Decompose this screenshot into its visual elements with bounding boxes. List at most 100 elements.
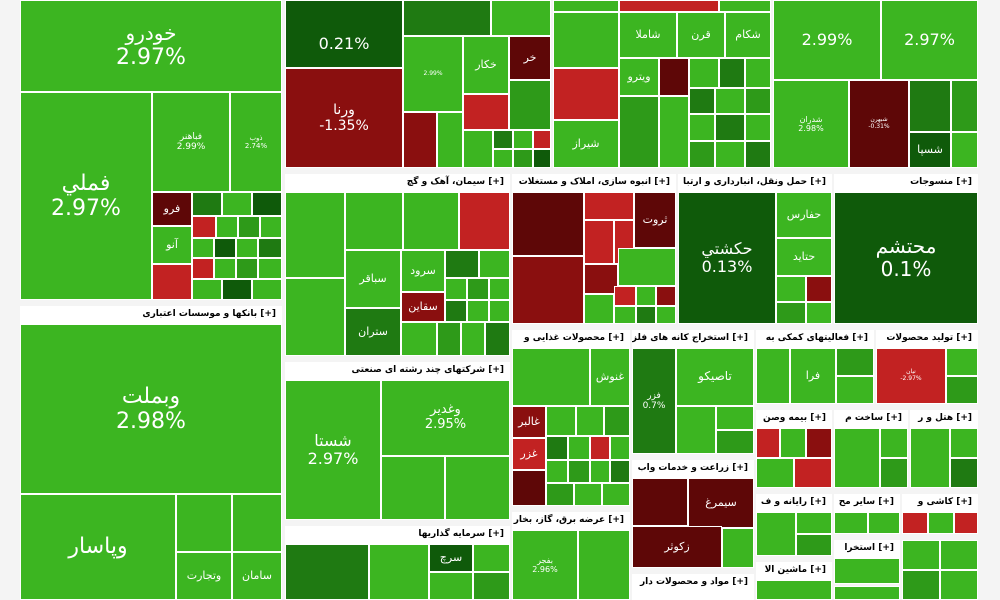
tile-htayd[interactable]: حتاید: [776, 238, 832, 276]
sector-insurance[interactable]: [+] بیمه وصن: [756, 410, 832, 488]
tile-vbmellat[interactable]: وبملت 2.98%: [20, 324, 282, 494]
tile-shbahran[interactable]: شبهرن -0.31%: [849, 80, 909, 168]
tile-small[interactable]: [437, 112, 463, 168]
tile-small[interactable]: [467, 300, 489, 322]
sector-food[interactable]: [+] محصولات غذایی و غنوش غالبر غزر: [512, 330, 630, 506]
sector-header[interactable]: [+] فعالیتهای کمکی به: [756, 330, 874, 346]
tile-small[interactable]: [618, 248, 676, 286]
tile-small[interactable]: [794, 458, 832, 488]
tile-bfajr[interactable]: بفجر 2.96%: [512, 530, 578, 600]
tile-small[interactable]: [689, 114, 715, 141]
tile-sobaghar[interactable]: سباقر: [345, 250, 401, 308]
tile-tr-b[interactable]: 2.97%: [881, 0, 978, 80]
tile-saman[interactable]: سامان: [232, 552, 282, 600]
tile-small[interactable]: [445, 300, 467, 322]
tile-small[interactable]: [715, 114, 745, 141]
tile-small[interactable]: [745, 114, 771, 141]
tile-small[interactable]: [656, 306, 676, 324]
tile-small[interactable]: [715, 88, 745, 114]
tile-small[interactable]: [590, 460, 610, 483]
tile-small[interactable]: [509, 80, 551, 130]
tile-shiraz-small[interactable]: 2.99%: [403, 36, 463, 112]
tile-shadran[interactable]: شدران 2.98%: [773, 80, 849, 168]
tile-small[interactable]: [716, 430, 754, 454]
tile-small[interactable]: [260, 216, 282, 238]
sector-header[interactable]: [+] بیمه وصن: [756, 410, 832, 426]
tile-varna[interactable]: ورنا -1.35%: [285, 68, 403, 168]
sector-support-services[interactable]: [+] فعالیتهای کمکی به فرا: [756, 330, 874, 404]
tile-small[interactable]: [940, 540, 978, 570]
sector-extraction[interactable]: [+] استخرا: [834, 540, 900, 584]
tile-small[interactable]: [403, 112, 437, 168]
sector-multi-industry[interactable]: [+] شرکتهای چند رشته ای صنعتی شستا 2.97%…: [285, 362, 510, 520]
sector-mining[interactable]: [+] استخراج کانه های فلزی فزر 0.7% تاصيك…: [632, 330, 754, 454]
tile-small[interactable]: [176, 494, 232, 552]
sector-header[interactable]: [+] رایانه و ف: [756, 494, 832, 510]
tile-khakar[interactable]: خكار: [463, 36, 509, 94]
tile-small[interactable]: [940, 570, 978, 600]
tile-vpasar[interactable]: وپاسار: [20, 494, 176, 600]
tile-simorgh[interactable]: سیمرغ: [688, 478, 754, 528]
sector-hotel[interactable]: [+] هتل و ر: [910, 410, 978, 488]
tile-small[interactable]: [796, 534, 832, 556]
tile-small[interactable]: [574, 483, 602, 506]
tile-zkowsar[interactable]: زكوثر: [632, 526, 722, 568]
tile-small[interactable]: [461, 322, 485, 356]
tile-small[interactable]: [463, 130, 493, 168]
tile-small[interactable]: [745, 88, 771, 114]
tile-small[interactable]: [252, 192, 282, 216]
tile-small[interactable]: [834, 512, 868, 534]
tile-small[interactable]: [868, 512, 900, 534]
sector-header[interactable]: [+] تولید محصولات: [876, 330, 978, 346]
tile-top-a[interactable]: 0.21%: [285, 0, 403, 68]
tile-ano[interactable]: آنو: [152, 226, 192, 264]
tile-small[interactable]: [479, 250, 510, 278]
tile-small[interactable]: [584, 294, 614, 324]
sector-cement[interactable]: [+] سیمان، آهک و گچ سباقر سرود سقاين ستر…: [285, 174, 510, 356]
tile-small[interactable]: [546, 436, 568, 460]
tile-small[interactable]: [568, 436, 590, 460]
sector-header[interactable]: [+] استخراج کانه های فلزی: [632, 330, 754, 346]
tile-small[interactable]: [636, 306, 656, 324]
tile-small[interactable]: [715, 141, 745, 168]
tile-small[interactable]: [834, 558, 900, 584]
tile-small[interactable]: [780, 428, 806, 458]
tile-small[interactable]: [902, 570, 940, 600]
tile-fara[interactable]: فرا: [790, 348, 836, 404]
tile-small[interactable]: [619, 0, 719, 12]
sector-tiles[interactable]: [+] کاشی و: [902, 494, 978, 534]
tile-small[interactable]: [836, 376, 874, 404]
tile-small[interactable]: [258, 238, 282, 258]
tile-shasta[interactable]: شستا 2.97%: [285, 380, 381, 520]
tile-small[interactable]: [950, 428, 978, 458]
sector-misc-2[interactable]: [834, 586, 900, 600]
tile-small[interactable]: [445, 250, 479, 278]
tile-shespa[interactable]: شسپا: [909, 132, 951, 168]
sector-top-right[interactable]: 2.99% 2.97% شدران 2.98% شبهرن -0.31% شسپ…: [773, 0, 978, 168]
tile-small[interactable]: [806, 276, 832, 302]
tile-hfars[interactable]: حفارس: [776, 192, 832, 238]
tile-small[interactable]: [928, 512, 954, 534]
tile-small[interactable]: [584, 192, 634, 220]
sector-header[interactable]: [+] ماشین الا: [756, 562, 832, 578]
tile-small[interactable]: [689, 141, 715, 168]
tile-small[interactable]: [345, 192, 403, 250]
tile-small[interactable]: [584, 220, 614, 264]
tile-small[interactable]: [578, 530, 630, 600]
tile-fbahonar[interactable]: فباهنر 2.99%: [152, 92, 230, 192]
tile-small[interactable]: [584, 264, 618, 294]
sector-header[interactable]: [+] استخرا: [834, 540, 900, 556]
sector-utilities[interactable]: [+] عرضه برق، گاز، بخار بفجر 2.96%: [512, 512, 630, 600]
sector-header[interactable]: [+] هتل و ر: [910, 410, 978, 426]
tile-small[interactable]: [950, 458, 978, 488]
tile-small[interactable]: [369, 544, 429, 600]
tile-small[interactable]: [553, 12, 619, 68]
tile-small[interactable]: [590, 436, 610, 460]
tile-small[interactable]: [553, 0, 619, 12]
tile-small[interactable]: [463, 94, 509, 130]
tile-small[interactable]: [285, 278, 345, 356]
tile-small[interactable]: [214, 258, 236, 279]
tile-small[interactable]: [602, 483, 630, 506]
tile-top-b[interactable]: [403, 0, 491, 36]
tile-small[interactable]: [512, 348, 590, 406]
